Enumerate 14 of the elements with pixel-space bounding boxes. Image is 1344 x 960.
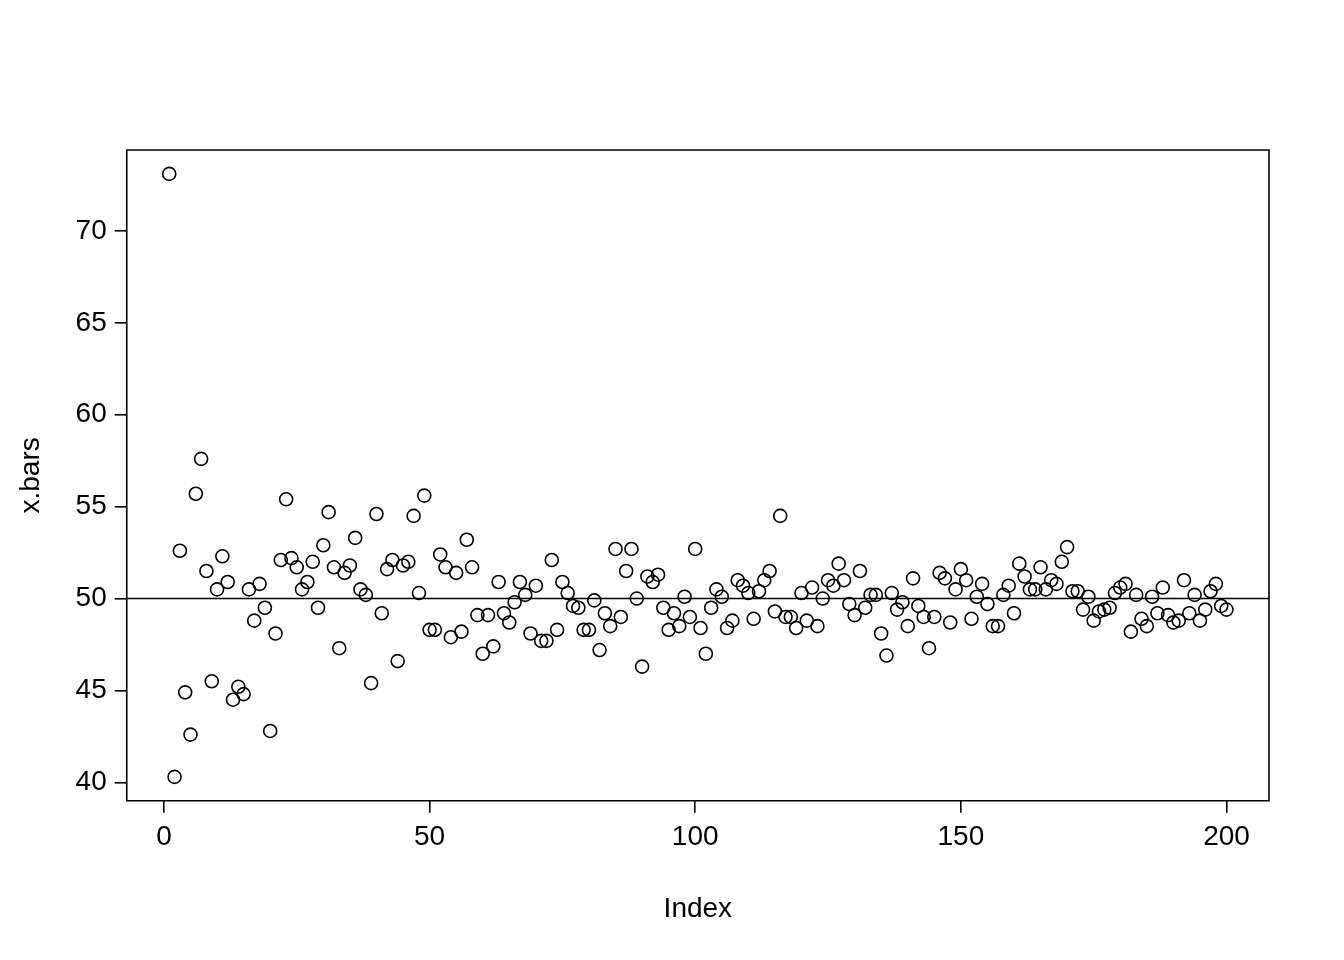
y-tick-label: 40 [75, 765, 107, 797]
x-axis-title: Index [663, 891, 733, 923]
y-tick-label: 60 [75, 397, 107, 429]
y-tick-label: 55 [75, 489, 107, 521]
y-tick-label: 70 [75, 213, 107, 245]
y-tick-label: 65 [75, 305, 107, 337]
x-tick-label: 0 [156, 820, 172, 852]
y-axis-title: x.bars [13, 437, 45, 514]
x-tick-label: 150 [937, 820, 985, 852]
y-tick-label: 45 [75, 673, 107, 705]
y-tick-label: 50 [75, 581, 107, 613]
x-tick-label: 50 [414, 820, 446, 852]
x-tick-label: 100 [671, 820, 719, 852]
x-tick-label: 200 [1203, 820, 1250, 852]
